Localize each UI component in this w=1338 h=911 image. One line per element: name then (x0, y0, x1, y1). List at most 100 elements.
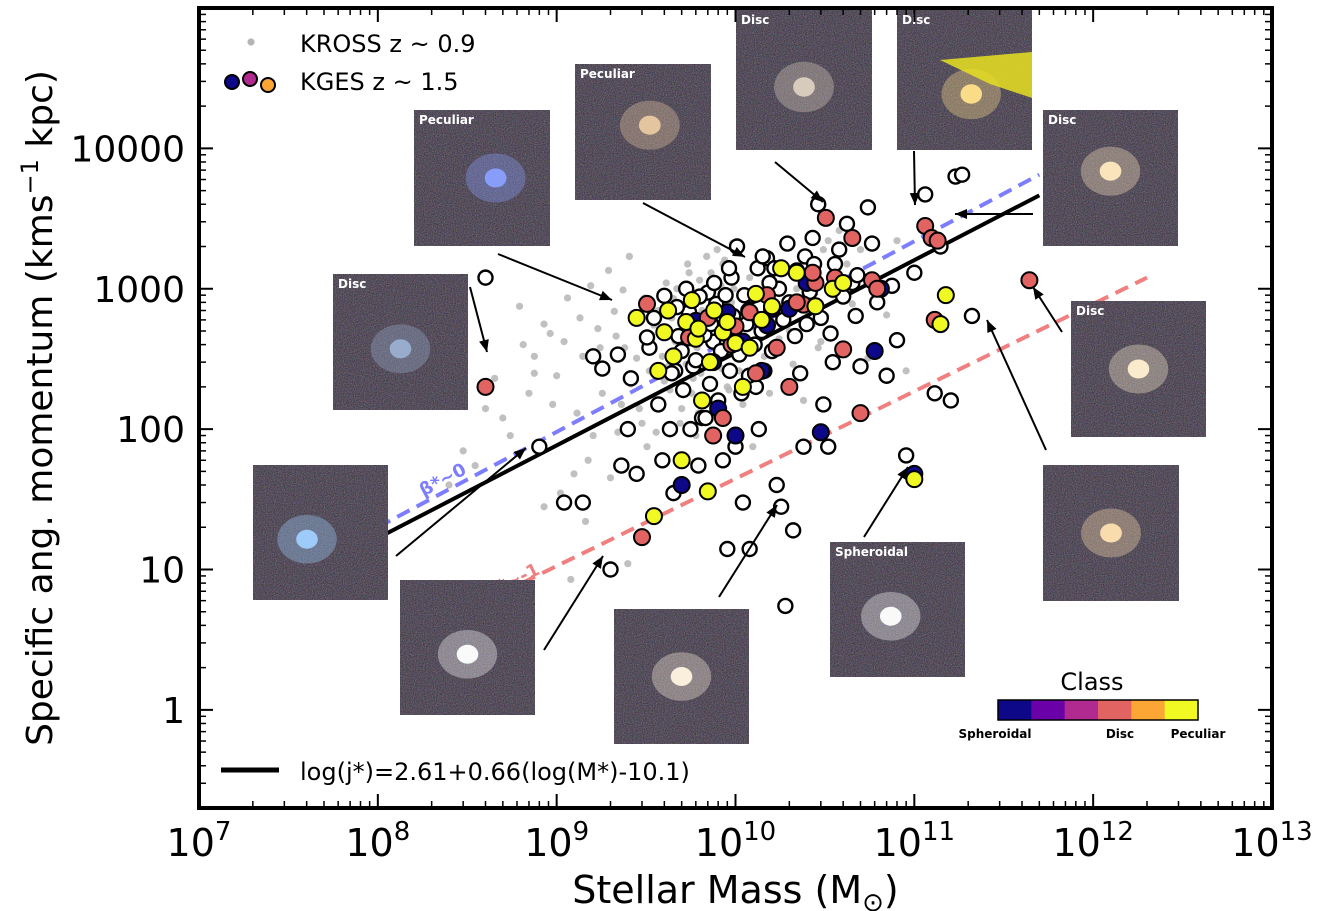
arrow-shaft (642, 202, 746, 258)
kross-point (765, 389, 774, 397)
kross-open-point (650, 396, 667, 413)
kross-open-point (830, 241, 848, 258)
kross-point (530, 369, 538, 377)
colorbar-frame (997, 699, 1199, 721)
kges-point (655, 323, 674, 342)
kross-open-point (720, 260, 738, 277)
galaxy-core (484, 168, 507, 188)
legend-kross-label: KROSS z ~ 0.9 (300, 30, 476, 58)
x-tick-exponent: 7 (215, 817, 232, 847)
kges-point (672, 451, 691, 470)
kross-point (658, 352, 666, 360)
kges-point (649, 361, 668, 380)
kross-point (793, 285, 801, 293)
kross-point (540, 503, 548, 511)
kross-point (749, 443, 757, 451)
x-tick-exponent: 10 (743, 817, 776, 847)
kges-point (767, 338, 786, 357)
legend: KROSS z ~ 0.9 KGES z ~ 1.5 log(j*)=2.61+0.… (221, 30, 690, 786)
kross-open-point (772, 498, 790, 515)
kross-point (624, 560, 632, 568)
kross-point (459, 447, 467, 455)
kross-point (638, 419, 646, 427)
kross-open-point (654, 452, 671, 469)
kross-open-point (963, 307, 981, 325)
kges-point (806, 297, 825, 316)
kges-point (689, 319, 708, 338)
legend-kross-marker (247, 38, 255, 46)
kross-open-point (697, 409, 714, 427)
x-tick-base: 10 (1052, 821, 1100, 865)
kges-point (816, 208, 835, 227)
x-tick-exponent: 13 (1280, 817, 1313, 847)
pointer-arrow (1032, 286, 1063, 333)
galaxy-core (793, 77, 815, 97)
kges-point (763, 297, 782, 316)
thumbnail-label: Disc (1048, 113, 1076, 127)
kross-point (625, 252, 633, 261)
kges-point (682, 291, 701, 310)
kross-point (652, 428, 660, 436)
legend-kges-label: KGES z ~ 1.5 (300, 68, 459, 96)
kross-open-point (795, 438, 812, 455)
kross-point (902, 367, 910, 375)
kges-point (746, 284, 765, 303)
pointer-arrow (863, 466, 909, 538)
x-tick-base: 10 (167, 821, 215, 865)
x-tick-label: 108 (345, 817, 410, 865)
kross-open-point (859, 199, 877, 216)
arrow-shaft (497, 253, 613, 301)
arrow-head (479, 339, 489, 352)
kges-point (713, 409, 732, 428)
kross-open-point (656, 287, 673, 305)
kges-point (752, 310, 771, 329)
colorbar-title: Class (1060, 668, 1123, 696)
thumbnail-label: Disc (902, 13, 930, 27)
galaxy-thumbnail: Disc (1071, 301, 1206, 437)
kges-point (659, 301, 678, 320)
arrow-head (732, 246, 745, 257)
colorbar-segment (1164, 700, 1199, 720)
kges-point (803, 263, 822, 282)
kross-point (739, 400, 747, 409)
legend-kges-marker-spheroidal (224, 74, 240, 90)
kges-point (718, 312, 737, 331)
colorbar-label: Disc (1106, 727, 1134, 741)
kges-point (834, 273, 853, 292)
kross-point (643, 443, 651, 451)
kross-point (540, 320, 548, 328)
kross-open-point (754, 248, 771, 265)
kross-open-point (847, 307, 864, 325)
kges-point (787, 263, 806, 282)
kross-open-point (638, 329, 656, 346)
pointer-arrow (955, 209, 1033, 219)
kross-point (567, 575, 575, 584)
kross-open-point (916, 186, 934, 203)
kross-open-point (824, 353, 841, 371)
kges-point (905, 470, 924, 489)
x-tick-base: 10 (345, 821, 393, 865)
arrow-head (766, 505, 777, 518)
kross-point (848, 300, 856, 308)
kross-open-point (721, 362, 739, 380)
kross-point (856, 246, 865, 254)
kross-point (678, 405, 686, 413)
kross-point (843, 260, 851, 268)
x-axis-label: Stellar Mass (M⊙) (572, 868, 899, 911)
kross-point (696, 276, 704, 284)
kges-point (693, 391, 712, 410)
kross-point (579, 352, 587, 360)
kges-point (936, 286, 955, 305)
galaxy-thumbnail: Disc (1043, 110, 1178, 246)
thumbnail-label: Disc (741, 13, 769, 27)
kges-point (787, 293, 806, 312)
y-tick-label: 10000 (70, 129, 185, 170)
kross-point (614, 428, 622, 436)
legend-kges-marker-disc (242, 71, 258, 87)
arrow-shaft (543, 555, 604, 651)
colorbar-label: Spheroidal (959, 727, 1032, 741)
kross-open-point (714, 452, 732, 469)
kross-point (570, 470, 578, 478)
kross-point (604, 266, 613, 275)
kross-point (883, 311, 891, 319)
